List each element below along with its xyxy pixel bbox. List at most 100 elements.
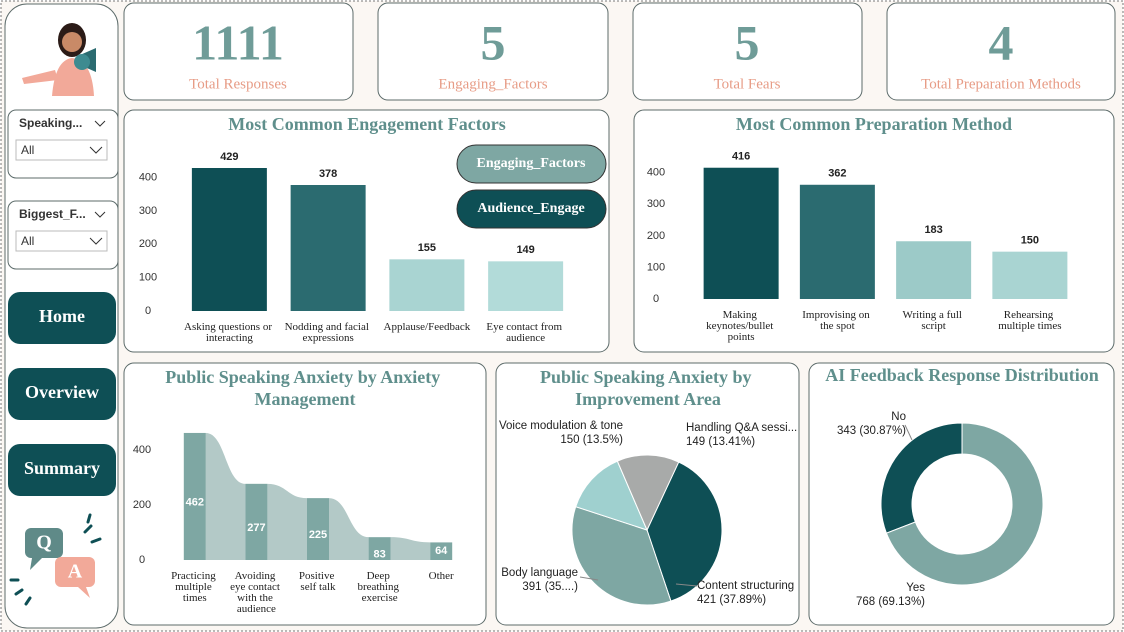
- ribbon: [329, 498, 369, 560]
- slice: [646, 461, 723, 602]
- x-tick-label: Practicing multiple times: [171, 570, 218, 604]
- value-label: 768 (69.13%): [856, 596, 925, 608]
- kpi-card: [632, 2, 863, 101]
- chevron: [94, 211, 106, 218]
- filter-label: Speaking...: [19, 116, 82, 130]
- x-tick-label: Other: [429, 570, 454, 582]
- kpi-value: 5: [735, 14, 760, 70]
- kpi-label: Total Responses: [189, 76, 287, 92]
- toggle-button[interactable]: [456, 144, 607, 184]
- chart-title: Public Speaking Anxiety by Anxiety Manag…: [165, 367, 445, 409]
- toggle-label: Audience_Engage: [477, 201, 584, 216]
- x-tick-label: Eye contact from audience: [486, 321, 565, 344]
- data-label: 277: [247, 522, 265, 534]
- filter-label: Biggest_F...: [19, 207, 86, 221]
- x-tick-label: Avoiding eye contact with the audience: [230, 570, 283, 615]
- ribbon: [267, 483, 307, 560]
- bar: [389, 259, 465, 311]
- data-label: 225: [309, 529, 327, 541]
- filter-value: All: [21, 234, 34, 248]
- kpi-label: Engaging_Factors: [438, 76, 547, 92]
- y-tick-label: 400: [139, 172, 157, 184]
- bar: [799, 184, 875, 299]
- qa-icon: Q A: [9, 513, 102, 606]
- x-tick-label: Deep breathing exercise: [357, 570, 401, 604]
- chart-title: Most Common Preparation Method: [736, 114, 1012, 134]
- data-label: 429: [220, 151, 238, 163]
- x-tick-label: Nodding and facial expressions: [285, 321, 372, 344]
- y-tick-label: 200: [133, 499, 151, 511]
- svg-text:A: A: [68, 561, 83, 583]
- value-label: 391 (35....): [522, 581, 578, 593]
- y-tick-label: 300: [139, 205, 157, 217]
- slice-label: Voice modulation & tone: [499, 420, 623, 432]
- data-label: 149: [516, 244, 534, 256]
- nav-button[interactable]: [8, 292, 116, 344]
- chevron: [89, 237, 103, 245]
- value-label: 150 (13.5%): [560, 434, 623, 446]
- ribbon: [390, 537, 431, 560]
- data-label: 155: [418, 242, 436, 254]
- data-label: 416: [732, 151, 750, 163]
- leader-line: [675, 583, 698, 587]
- kpi-card: [123, 2, 354, 101]
- y-tick-label: 400: [133, 444, 151, 456]
- dropdown[interactable]: [15, 139, 108, 161]
- bar: [307, 498, 329, 560]
- chart-panel: [808, 362, 1115, 626]
- bar: [245, 483, 268, 560]
- dropdown[interactable]: [15, 230, 108, 252]
- data-label: 64: [435, 545, 448, 557]
- nav-button[interactable]: [8, 444, 116, 496]
- data-label: 183: [924, 224, 942, 236]
- nav-label: Overview: [25, 382, 99, 402]
- y-tick-label: 200: [139, 238, 157, 250]
- kpi-label: Total Fears: [714, 76, 781, 92]
- slice: [885, 422, 1044, 586]
- kpi-label: Total Preparation Methods: [921, 76, 1081, 92]
- data-label: 378: [319, 168, 337, 180]
- data-label: 362: [828, 168, 846, 180]
- y-tick-label: 0: [145, 305, 151, 317]
- x-tick-label: Asking questions or interacting: [184, 321, 275, 344]
- svg-text:Q: Q: [36, 532, 52, 554]
- bar: [368, 537, 391, 560]
- nav-button[interactable]: [8, 368, 116, 420]
- bar: [992, 251, 1068, 299]
- slice: [571, 506, 672, 606]
- y-tick-label: 100: [647, 261, 665, 273]
- bar: [488, 261, 564, 311]
- slice-label: Body language: [501, 567, 578, 579]
- bar: [183, 432, 206, 560]
- chevron: [89, 146, 103, 154]
- toggle-button[interactable]: [456, 189, 607, 229]
- kpi-value: 5: [481, 14, 506, 70]
- y-tick-label: 300: [647, 198, 665, 210]
- leader-line: [904, 424, 913, 441]
- kpi-card: [377, 2, 609, 101]
- ribbon: [205, 432, 246, 560]
- x-tick-label: Improvising on the spot: [802, 309, 872, 332]
- kpi-card: [886, 2, 1116, 101]
- kpi-value: 4: [989, 14, 1014, 70]
- filter-value: All: [21, 143, 34, 157]
- bar: [430, 542, 453, 560]
- chart-title: Most Common Engagement Factors: [228, 114, 505, 134]
- y-tick-label: 400: [647, 167, 665, 179]
- nav-label: Summary: [24, 458, 100, 478]
- y-tick-label: 200: [647, 230, 665, 242]
- data-label: 462: [186, 496, 204, 508]
- chart-title: Public Speaking Anxiety by Improvement A…: [540, 367, 756, 409]
- x-tick-label: Positive self talk: [299, 570, 337, 593]
- y-tick-label: 100: [139, 272, 157, 284]
- slice: [575, 460, 648, 531]
- x-tick-label: Writing a full script: [903, 309, 965, 332]
- chevron: [94, 120, 106, 127]
- toggle-label: Engaging_Factors: [477, 156, 586, 171]
- slice-label: Handling Q&A sessi...: [686, 422, 797, 434]
- value-label: 149 (13.41%): [686, 436, 755, 448]
- bar: [191, 168, 267, 311]
- avatar: [22, 23, 96, 96]
- slice-label: No: [891, 411, 906, 423]
- value-label: 421 (37.89%): [697, 594, 766, 606]
